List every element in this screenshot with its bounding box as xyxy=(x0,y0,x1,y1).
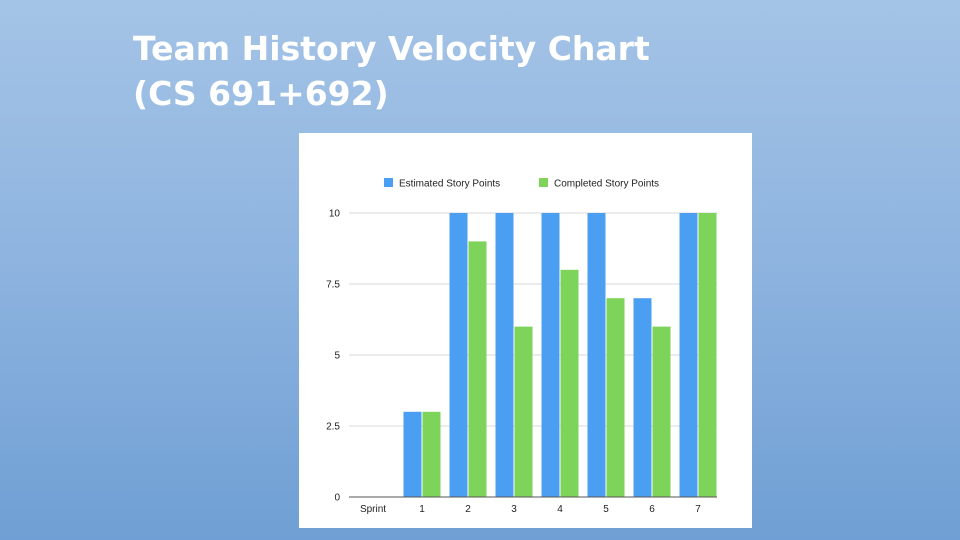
bar-completed-sprint-5 xyxy=(606,298,625,497)
chart-panel: 0 2.5 5 7.5 10 Sprint 1 2 3 4 5 6 7 Estimated Story … xyxy=(299,133,752,528)
bar-completed-sprint-4 xyxy=(560,269,579,497)
legend-label-completed: Completed Story Points xyxy=(554,179,659,190)
bar-estimated-sprint-5 xyxy=(587,213,606,497)
x-tick-label: 2 xyxy=(465,504,471,515)
legend-label-estimated: Estimated Story Points xyxy=(399,179,500,190)
bar-estimated-sprint-1 xyxy=(403,411,422,497)
bar-estimated-sprint-6 xyxy=(633,298,652,497)
x-tick-label: 5 xyxy=(603,504,609,515)
velocity-chart: 0 2.5 5 7.5 10 Sprint 1 2 3 4 5 6 7 Estimated Story … xyxy=(326,178,717,515)
slide-title-line-2: (CS 691+692) xyxy=(133,74,389,113)
bar-completed-sprint-6 xyxy=(652,326,671,497)
x-tick-label: 7 xyxy=(695,504,701,515)
legend-swatch-completed xyxy=(539,178,548,187)
bars xyxy=(403,213,717,497)
legend: Estimated Story Points Completed Story Po… xyxy=(384,178,659,190)
y-tick-label: 0 xyxy=(334,493,340,504)
y-tick-label: 5 xyxy=(334,351,340,362)
slide-title: Team History Velocity Chart (CS 691+692) xyxy=(133,26,650,116)
bar-estimated-sprint-7 xyxy=(679,213,698,497)
bar-completed-sprint-3 xyxy=(514,326,533,497)
bar-completed-sprint-7 xyxy=(698,213,717,497)
x-tick-label: 1 xyxy=(419,504,425,515)
bar-completed-sprint-1 xyxy=(422,411,441,497)
x-tick-label: 4 xyxy=(557,504,563,515)
x-tick-label: 3 xyxy=(511,504,517,515)
bar-estimated-sprint-4 xyxy=(541,213,560,497)
bar-estimated-sprint-3 xyxy=(495,213,514,497)
x-tick-label: 6 xyxy=(649,504,655,515)
x-axis-label: Sprint xyxy=(360,504,386,515)
y-tick-label: 10 xyxy=(329,209,341,220)
bar-completed-sprint-2 xyxy=(468,241,487,497)
axes: 0 2.5 5 7.5 10 Sprint 1 2 3 4 5 6 7 xyxy=(326,209,717,515)
legend-swatch-estimated xyxy=(384,178,393,187)
y-tick-label: 7.5 xyxy=(326,280,340,291)
slide-title-line-1: Team History Velocity Chart xyxy=(133,29,650,68)
bar-estimated-sprint-2 xyxy=(449,213,468,497)
y-tick-label: 2.5 xyxy=(326,422,340,433)
